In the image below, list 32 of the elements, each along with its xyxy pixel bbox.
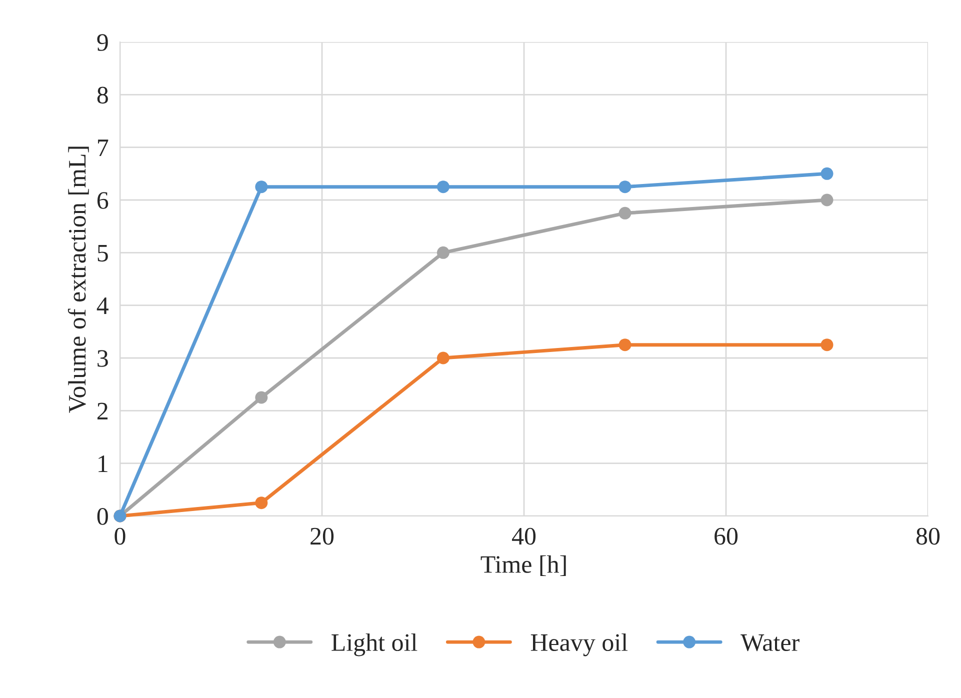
point — [255, 180, 268, 194]
point — [820, 167, 834, 180]
point — [436, 180, 450, 194]
y-tick-label: 9 — [97, 34, 108, 51]
x-tick-label: 40 — [512, 528, 536, 545]
legend-label: Light oil — [332, 633, 418, 656]
point — [618, 180, 632, 194]
x-tick-label: 80 — [916, 528, 940, 545]
y-tick-label: 5 — [98, 244, 108, 262]
y-tick-label: 1 — [98, 456, 108, 472]
x-axis-title: Time [h] — [480, 555, 566, 576]
y-tick-label: 8 — [97, 86, 108, 104]
legend-label: Heavy oil — [530, 633, 628, 656]
y-tick-label: 2 — [97, 402, 108, 420]
point — [618, 338, 632, 352]
point — [255, 496, 268, 510]
y-tick-label: 3 — [98, 350, 108, 367]
y-tick-label: 4 — [96, 298, 108, 314]
y-tick-label: 0 — [97, 508, 108, 525]
point — [255, 391, 268, 404]
x-tick-label: 0 — [114, 528, 126, 545]
point — [820, 338, 834, 352]
y-tick-label: 7 — [98, 140, 108, 156]
x-tick-label: 20 — [310, 528, 334, 545]
y-tick-label: 6 — [97, 192, 108, 209]
point — [436, 246, 450, 259]
y-axis-title: Volume of extraction [mL] — [68, 146, 89, 413]
point — [436, 352, 450, 364]
point — [820, 194, 834, 206]
x-tick-label: 60 — [714, 528, 738, 545]
legend-label: Water — [740, 634, 800, 652]
point — [618, 206, 632, 220]
